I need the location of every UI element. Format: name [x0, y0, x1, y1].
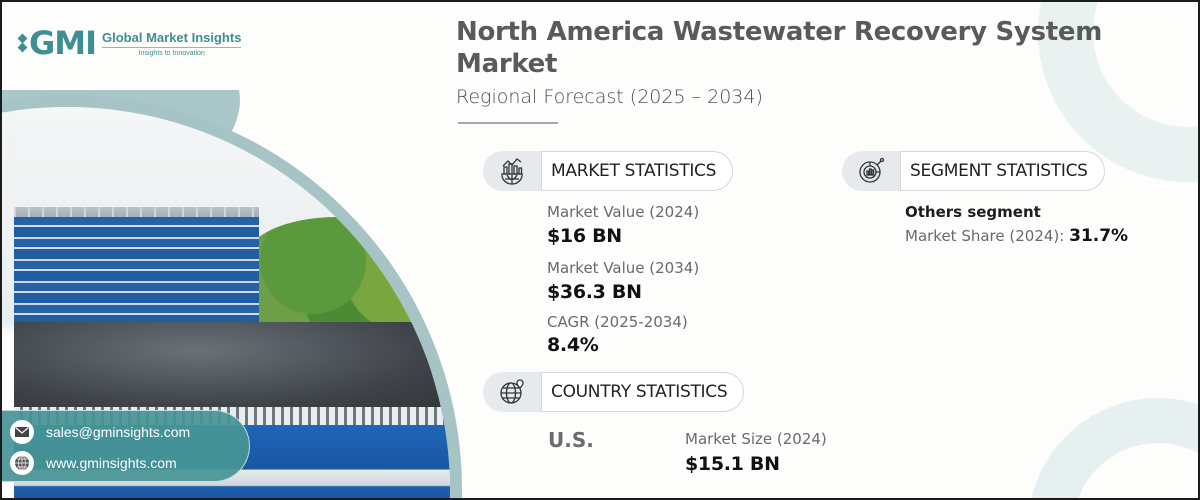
- chart-globe-icon: [483, 151, 541, 191]
- segment-name: Others segment: [905, 203, 1041, 221]
- gmi-logo: GMI Global Market Insights Insights to I…: [17, 24, 242, 62]
- title-divider: [458, 122, 558, 124]
- logo-diamond-icon: [17, 33, 28, 53]
- hero-photo: [2, 90, 472, 498]
- contact-panel: sales@gminsights.com www.gminsights.com: [2, 410, 250, 482]
- segment-share: Market Share (2024): 31.7%: [905, 226, 1128, 246]
- country-market-size: $15.1 BN: [685, 453, 780, 475]
- logo-mark: GMI: [17, 24, 97, 62]
- page-title: North America Wastewater Recovery System…: [456, 17, 1102, 79]
- page-subtitle: Regional Forecast (2025 – 2034): [456, 86, 763, 108]
- market-statistics-title: MARKET STATISTICS: [541, 151, 734, 191]
- market-value-2024: $16 BN: [547, 225, 622, 247]
- mail-icon: [10, 419, 34, 444]
- market-value-2024-label: Market Value (2024): [547, 203, 700, 221]
- globe-icon: [10, 450, 34, 475]
- website-link[interactable]: www.gminsights.com: [46, 454, 177, 471]
- brand-tagline: Insights to Innovation: [138, 49, 205, 57]
- donut-chart-icon: [842, 151, 900, 191]
- segment-statistics-title: SEGMENT STATISTICS: [900, 151, 1105, 191]
- market-statistics-header: MARKET STATISTICS: [483, 151, 734, 191]
- country-statistics-title: COUNTRY STATISTICS: [541, 372, 745, 412]
- market-value-2034: $36.3 BN: [547, 281, 642, 303]
- contact-email[interactable]: sales@gminsights.com: [10, 416, 249, 447]
- brand-name: Global Market Insights: [102, 30, 242, 48]
- contact-website[interactable]: www.gminsights.com: [10, 447, 249, 478]
- globe-pin-icon: [483, 372, 541, 412]
- country-name: U.S.: [548, 428, 594, 452]
- logo-mark-text: GMI: [29, 24, 97, 62]
- segment-share-value: 31.7%: [1069, 226, 1129, 246]
- cagr-value: 8.4%: [547, 334, 599, 356]
- decorative-arc-bottom: [1028, 398, 1198, 498]
- country-market-size-label: Market Size (2024): [685, 430, 827, 448]
- market-value-2034-label: Market Value (2034): [547, 259, 700, 277]
- email-link[interactable]: sales@gminsights.com: [46, 423, 191, 440]
- country-statistics-header: COUNTRY STATISTICS: [483, 372, 745, 412]
- cagr-label: CAGR (2025-2034): [547, 313, 688, 331]
- segment-statistics-header: SEGMENT STATISTICS: [842, 151, 1105, 191]
- segment-share-label: Market Share (2024):: [905, 227, 1065, 245]
